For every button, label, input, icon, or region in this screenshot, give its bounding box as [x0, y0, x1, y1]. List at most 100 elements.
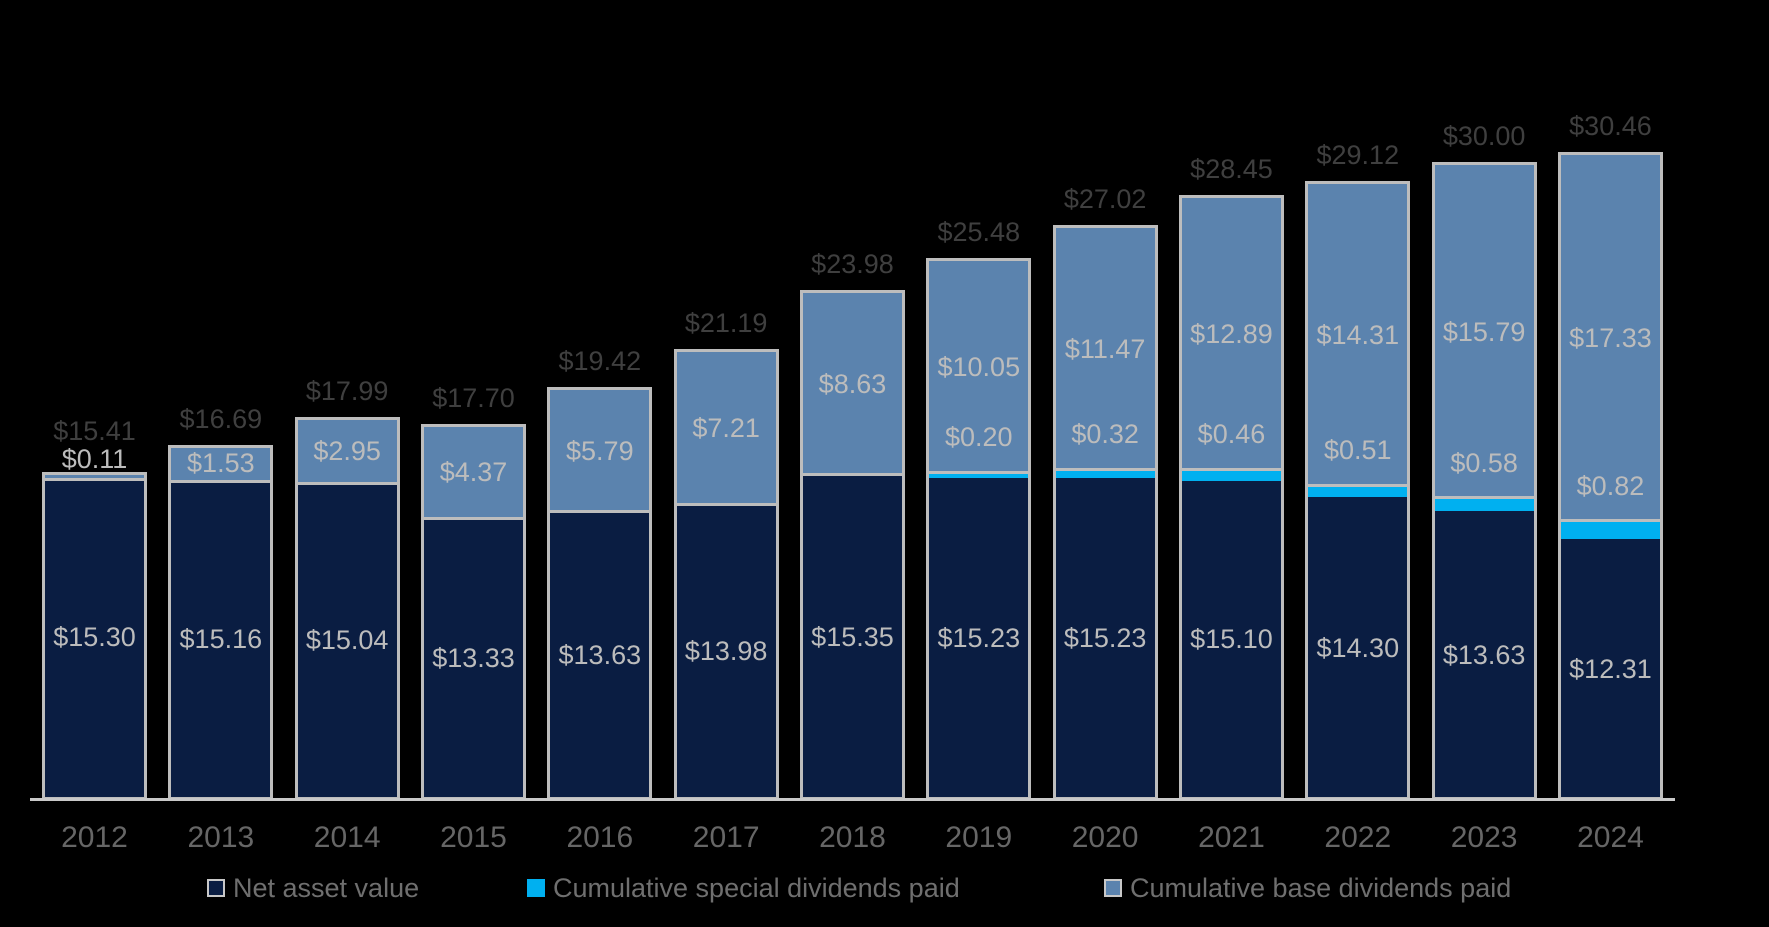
bar-segment-base-dividends	[1434, 164, 1534, 499]
bar-segment-base-dividends	[45, 475, 144, 481]
legend: Net asset value Cumulative special divid…	[0, 870, 1769, 910]
bar-label-total: $19.42	[558, 345, 642, 376]
bar-label-special-dividends: $0.32	[1071, 419, 1139, 450]
bar-segment-base-dividends	[676, 352, 776, 506]
bar-segment-net-asset-value	[929, 478, 1029, 797]
bar-label-base-dividends: $2.95	[313, 435, 381, 466]
x-tick-label: 2023	[1450, 821, 1518, 854]
x-tick-label: 2019	[945, 821, 1013, 854]
bar-label-base-dividends: $17.33	[1569, 323, 1652, 354]
bar-label-total: $16.69	[179, 404, 263, 434]
bar-segment-base-dividends	[929, 261, 1029, 475]
legend-swatch-special-dividends	[527, 879, 545, 897]
x-tick-label: 2020	[1071, 821, 1139, 854]
bar-label-total: $30.00	[1442, 120, 1526, 151]
bar-label-total: $28.45	[1190, 153, 1273, 184]
bar-label-net-asset-value: $15.23	[937, 623, 1021, 654]
bar-segment-net-asset-value	[297, 484, 397, 797]
bar-label-special-dividends: $0.58	[1450, 447, 1518, 478]
x-tick-label: 2013	[187, 821, 255, 854]
bar-label-total: $21.19	[684, 308, 768, 339]
legend-swatch-base-dividends	[1104, 879, 1122, 897]
bar-segment-base-dividends	[1560, 155, 1660, 522]
bar-segment-net-asset-value	[1560, 538, 1660, 797]
bar-2014	[294, 417, 400, 800]
bar-label-net-asset-value: $15.04	[305, 625, 389, 656]
bar-segment-special-dividends	[929, 474, 1029, 479]
bar-label-base-dividends: $11.47	[1064, 334, 1146, 365]
x-tick-label: 2017	[692, 821, 760, 854]
legend-swatch-net-asset-value	[207, 879, 225, 897]
bar-label-net-asset-value: $14.30	[1316, 632, 1400, 663]
x-tick-label: 2014	[313, 821, 381, 854]
bar-segment-net-asset-value	[676, 505, 776, 797]
bar-label-total: $25.48	[937, 217, 1021, 248]
bar-label-total: $17.99	[305, 376, 389, 407]
bar-label-total: $17.70	[432, 382, 515, 413]
bar-label-net-asset-value: $12.31	[1569, 654, 1652, 685]
bar-label-net-asset-value: $15.35	[811, 621, 894, 652]
bar-label-net-asset-value: $15.30	[53, 622, 136, 653]
bar-segment-net-asset-value	[1434, 511, 1534, 797]
bar-2024	[1557, 152, 1663, 800]
bar-label-net-asset-value: $15.10	[1190, 624, 1273, 655]
bar-segment-base-dividends	[1181, 197, 1281, 471]
bar-segment-net-asset-value	[1181, 480, 1281, 797]
bar-segment-base-dividends	[802, 292, 902, 477]
bar-2020	[1052, 225, 1158, 800]
bar-label-base-dividends: $8.63	[818, 368, 887, 399]
legend-item-base-dividends: Cumulative base dividends paid	[1104, 870, 1511, 906]
bar-2019	[926, 258, 1032, 800]
bar-label-total: $27.02	[1063, 184, 1147, 215]
bar-label-total: $29.12	[1316, 139, 1400, 170]
bar-label-base-dividends: $5.79	[566, 435, 634, 466]
bar-2016	[547, 386, 653, 800]
bar-label-special-dividends: $0.20	[945, 421, 1013, 452]
x-tick-label: 2018	[819, 821, 886, 854]
x-tick-label: 2024	[1577, 821, 1644, 854]
bar-label-total: $15.41	[53, 416, 136, 447]
legend-item-net-asset-value: Net asset value	[207, 870, 419, 906]
bar-segment-base-dividends	[171, 448, 271, 483]
bar-label-base-dividends: $0.11	[61, 444, 128, 475]
bar-segment-net-asset-value	[1308, 497, 1408, 797]
legend-label-base-dividends: Cumulative base dividends paid	[1130, 872, 1512, 903]
bar-segment-special-dividends	[1560, 521, 1660, 539]
bar-label-special-dividends: $0.51	[1324, 434, 1392, 465]
bar-segment-net-asset-value	[1055, 478, 1155, 797]
bar-label-base-dividends: $12.89	[1190, 318, 1273, 349]
bar-2023	[1431, 161, 1537, 800]
bar-2022	[1305, 180, 1411, 800]
bar-2021	[1178, 194, 1284, 800]
bar-label-base-dividends: $4.37	[439, 456, 508, 487]
bar-label-net-asset-value: $13.33	[432, 643, 515, 674]
bar-label-net-asset-value: $13.63	[1442, 640, 1526, 671]
bar-label-net-asset-value: $15.16	[179, 623, 263, 654]
bar-label-base-dividends: $1.53	[187, 448, 255, 479]
bar-label-total: $23.98	[811, 248, 894, 279]
legend-label-special-dividends: Cumulative special dividends paid	[553, 872, 960, 903]
bar-2015	[420, 423, 526, 800]
legend-label-net-asset-value: Net asset value	[233, 872, 420, 903]
bar-label-base-dividends: $10.05	[937, 351, 1021, 382]
bar-segment-base-dividends	[1055, 228, 1155, 472]
x-tick-label: 2021	[1198, 821, 1265, 854]
bar-segment-special-dividends	[1181, 470, 1281, 481]
bar-segment-net-asset-value	[171, 482, 271, 797]
bar-label-base-dividends: $14.31	[1316, 319, 1400, 350]
x-tick-label: 2015	[440, 821, 507, 854]
bar-label-special-dividends: $0.46	[1197, 419, 1266, 450]
bar-segment-net-asset-value	[550, 513, 650, 797]
bar-segment-net-asset-value	[45, 480, 144, 797]
bar-2018	[799, 289, 905, 800]
bar-segment-net-asset-value	[802, 476, 902, 797]
legend-item-special-dividends: Cumulative special dividends paid	[527, 870, 960, 906]
bar-label-base-dividends: $7.21	[692, 412, 760, 443]
bar-segment-base-dividends	[1308, 183, 1408, 487]
bar-label-special-dividends: $0.82	[1576, 470, 1645, 501]
x-tick-label: 2022	[1324, 821, 1392, 854]
bar-segment-special-dividends	[1434, 499, 1534, 512]
bar-segment-base-dividends	[423, 426, 523, 521]
bar-segment-base-dividends	[297, 420, 397, 485]
